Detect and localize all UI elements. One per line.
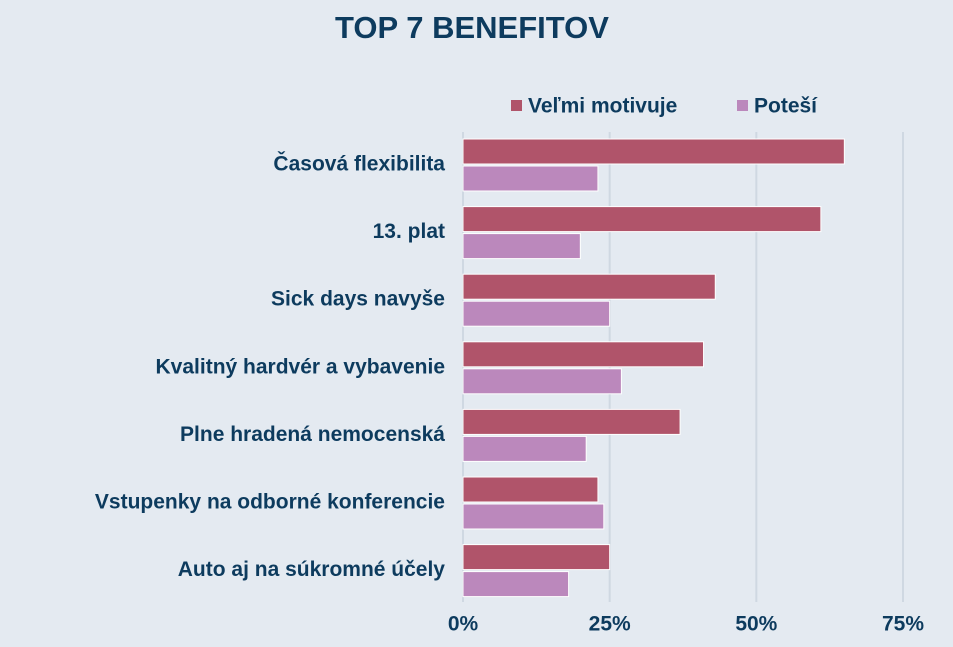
y-tick-label: Auto aj na súkromné účely [178, 558, 446, 581]
legend-label: Poteší [754, 95, 818, 118]
bar [462, 165, 599, 192]
y-tick-label: 13. plat [373, 220, 445, 243]
x-tick-label: 75% [882, 613, 924, 636]
x-tick-label: 25% [589, 613, 631, 636]
bar [462, 435, 587, 462]
bar [462, 503, 605, 530]
x-tick-label: 50% [735, 613, 777, 636]
y-tick-label: Vstupenky na odborné konferencie [95, 491, 445, 514]
y-tick-label: Časová flexibilita [273, 152, 445, 176]
x-tick-label: 0% [448, 613, 479, 636]
bar [462, 341, 705, 368]
bar [462, 273, 716, 300]
bar [462, 206, 822, 233]
bar [462, 368, 622, 395]
bar [462, 544, 611, 571]
bar [462, 300, 611, 327]
bar [462, 476, 599, 503]
bar [462, 233, 581, 260]
y-tick-label: Kvalitný hardvér a vybavenie [156, 355, 445, 378]
chart-title: TOP 7 BENEFITOV [335, 10, 609, 45]
bar [462, 571, 570, 598]
y-tick-label: Sick days navyše [271, 288, 445, 311]
legend-swatch [511, 100, 522, 111]
bar [462, 408, 681, 435]
legend-label: Veľmi motivuje [528, 95, 677, 118]
bar [462, 138, 845, 165]
legend-swatch [737, 100, 748, 111]
y-tick-label: Plne hradená nemocenská [180, 423, 445, 446]
